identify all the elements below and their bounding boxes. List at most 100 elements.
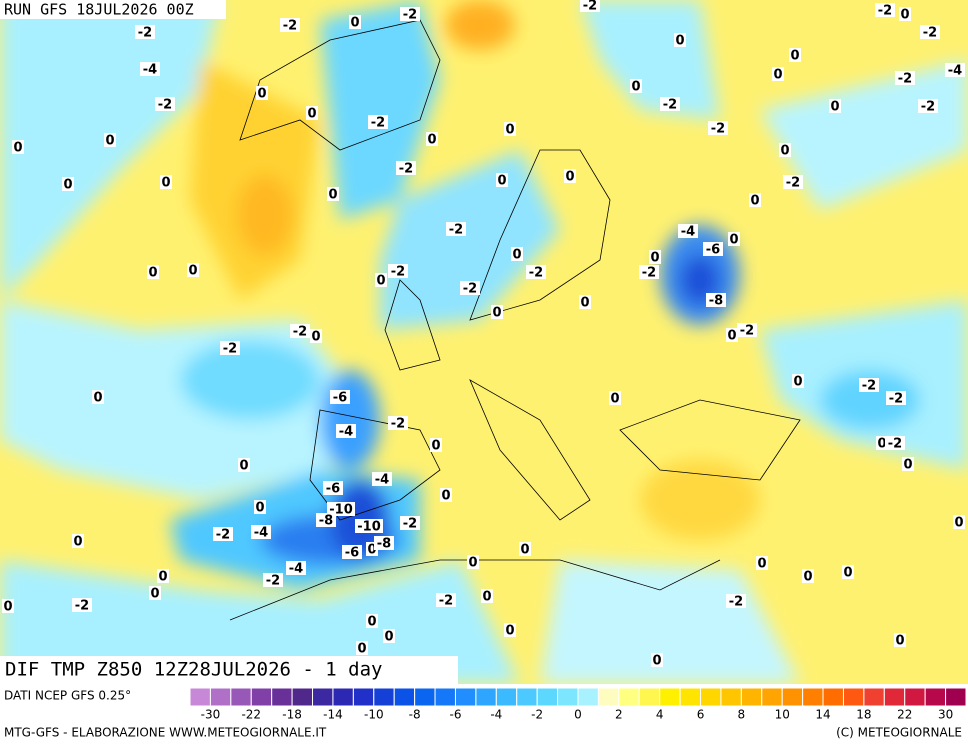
colorbar-swatch	[700, 687, 722, 707]
footer-left: MTG-GFS - ELABORAZIONE WWW.METEOGIORNALE…	[4, 726, 327, 740]
colorbar-swatch	[924, 687, 947, 707]
label-bg	[726, 594, 746, 608]
colorbar-swatch	[475, 687, 497, 707]
label-bg	[609, 391, 621, 405]
label-bg	[504, 122, 516, 136]
label-bg	[446, 222, 466, 236]
contour-label: 0	[497, 174, 506, 189]
contour-label: -2	[888, 437, 902, 452]
contour-label: -2	[878, 4, 892, 19]
colorbar-tick-label: -18	[282, 708, 302, 722]
contour-label: 0	[73, 535, 82, 550]
label-bg	[953, 515, 965, 529]
colorbar-swatch	[352, 687, 375, 707]
contour-label: -2	[729, 595, 743, 610]
colorbar-swatch	[434, 687, 456, 707]
label-bg	[579, 295, 591, 309]
label-bg	[104, 133, 116, 147]
label-bg	[772, 67, 784, 81]
label-bg	[256, 86, 268, 100]
contour-label: 0	[367, 543, 376, 558]
label-bg	[481, 589, 493, 603]
contour-label: -2	[293, 325, 307, 340]
contour-label: 0	[900, 8, 909, 23]
contour-label: -2	[786, 176, 800, 191]
colorbar-swatch	[312, 687, 334, 707]
contour-label: -2	[391, 265, 405, 280]
contour-label: -8	[709, 294, 723, 309]
label-bg	[366, 614, 378, 628]
colorbar-swatch	[516, 687, 538, 707]
label-bg	[147, 265, 159, 279]
colorbar-swatch	[740, 687, 763, 707]
label-bg	[349, 15, 361, 29]
label-bg	[674, 33, 686, 47]
contour-label: -6	[333, 391, 347, 406]
contour-label: 0	[793, 375, 802, 390]
label-bg	[12, 140, 24, 154]
colorbar-tick-label: 8	[738, 708, 746, 722]
colorbar-swatch	[414, 687, 436, 707]
colorbar-tick-label: 30	[938, 708, 953, 722]
colorbar-swatch	[638, 687, 661, 707]
contour-label: 0	[877, 437, 886, 452]
label-bg	[920, 25, 940, 39]
colorbar-swatch	[679, 687, 702, 707]
label-bg	[72, 534, 84, 548]
contour-label: -2	[403, 517, 417, 532]
contour-label: -2	[266, 574, 280, 589]
contour-label: -2	[642, 266, 656, 281]
contour-label: 0	[441, 489, 450, 504]
label-bg	[316, 513, 336, 527]
label-bg	[436, 593, 456, 607]
colorbar-swatch	[271, 687, 293, 707]
contour-label: 0	[580, 296, 589, 311]
run-box	[0, 0, 226, 19]
contour-label: -4	[254, 526, 268, 541]
label-bg	[885, 436, 905, 450]
label-bg	[902, 457, 914, 471]
label-bg	[726, 328, 738, 342]
label-bg	[160, 175, 172, 189]
footer-right: (C) METEOGIORNALE	[836, 726, 962, 740]
label-bg	[440, 488, 452, 502]
contour-label: -2	[663, 98, 677, 113]
colorbar-tick-label: -22	[241, 708, 261, 722]
label-bg	[327, 502, 355, 516]
contour-label: 0	[773, 68, 782, 83]
contour-label: -4	[375, 473, 389, 488]
contour-label: 0	[13, 141, 22, 156]
contour-label: -10	[357, 520, 381, 535]
label-bg	[220, 341, 240, 355]
contour-label: -4	[339, 425, 353, 440]
colorbar-tick-label: 6	[697, 708, 705, 722]
label-bg	[504, 623, 516, 637]
contour-label: -2	[403, 8, 417, 23]
colorbar-tick-label: -8	[409, 708, 421, 722]
contour-label: 0	[903, 458, 912, 473]
colorbar-swatch	[618, 687, 640, 707]
label-bg	[396, 161, 416, 175]
colorbar-tick-label: -10	[364, 708, 384, 722]
contour-label: -2	[449, 223, 463, 238]
contour-label: -4	[143, 63, 157, 78]
label-bg	[388, 416, 408, 430]
colorbar-tick-label: 18	[856, 708, 871, 722]
colorbar-tick-label: 0	[574, 708, 582, 722]
label-bg	[400, 516, 420, 530]
label-bg	[238, 458, 250, 472]
colorbar-tick-label: 10	[775, 708, 790, 722]
contour-label: -2	[463, 282, 477, 297]
label-bg	[564, 169, 576, 183]
label-bg	[511, 247, 523, 261]
contour-label: 0	[650, 251, 659, 266]
contour-label: 0	[512, 248, 521, 263]
contour-label: 0	[63, 178, 72, 193]
label-bg	[372, 472, 392, 486]
colorbar-swatch	[557, 687, 579, 707]
label-bg	[140, 62, 160, 76]
colorbar-swatch	[495, 687, 518, 707]
contour-label: 0	[328, 188, 337, 203]
